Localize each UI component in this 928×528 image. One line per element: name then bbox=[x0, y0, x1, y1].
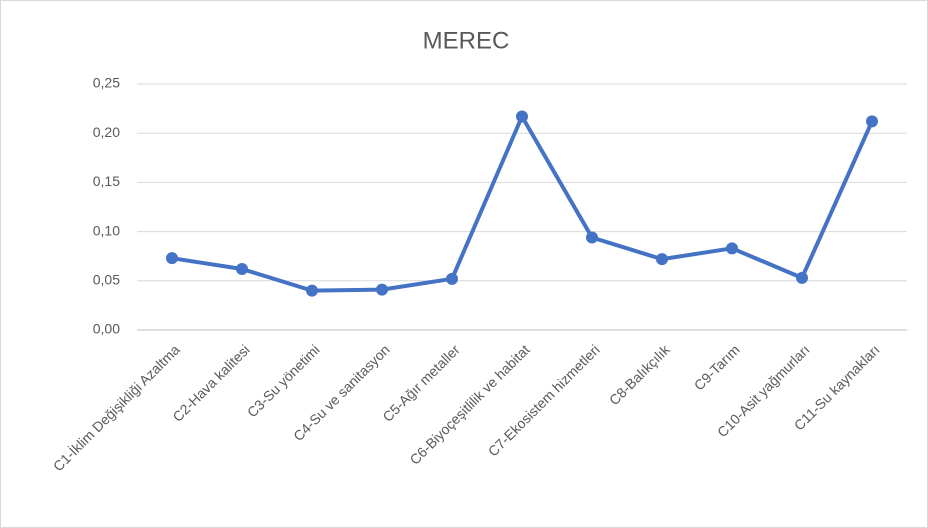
y-tick-label: 0,05 bbox=[93, 272, 120, 288]
data-point bbox=[866, 115, 878, 128]
data-point bbox=[236, 262, 248, 275]
data-point bbox=[656, 253, 668, 266]
data-point bbox=[166, 252, 178, 265]
y-tick-label: 0,20 bbox=[93, 124, 120, 140]
y-tick-label: 0,00 bbox=[93, 321, 120, 337]
data-point bbox=[306, 284, 318, 297]
y-tick-label: 0,10 bbox=[93, 222, 120, 238]
y-tick-label: 0,25 bbox=[93, 75, 120, 91]
data-point bbox=[446, 272, 458, 285]
chart-title: MEREC bbox=[423, 27, 510, 54]
data-point bbox=[376, 283, 388, 296]
data-point bbox=[516, 110, 528, 123]
y-tick-label: 0,15 bbox=[93, 173, 120, 189]
data-point bbox=[726, 242, 738, 255]
data-point bbox=[796, 271, 808, 284]
data-point bbox=[586, 231, 598, 244]
